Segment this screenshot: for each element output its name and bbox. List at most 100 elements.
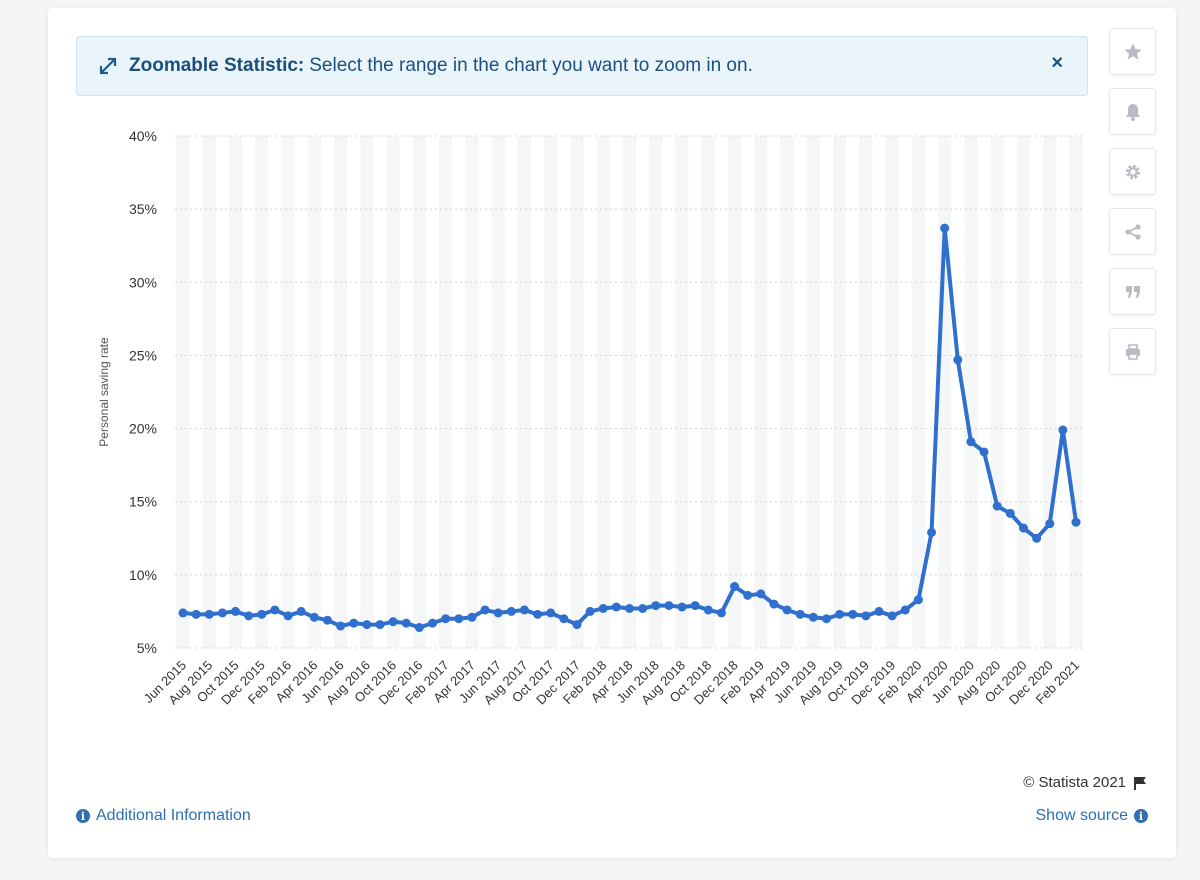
grid-band: [412, 136, 426, 648]
grid-band: [649, 136, 663, 648]
data-point[interactable]: [375, 620, 385, 630]
data-point[interactable]: [533, 609, 543, 619]
data-point[interactable]: [441, 614, 451, 624]
show-source-link[interactable]: Show source i: [1035, 807, 1148, 825]
data-point[interactable]: [1058, 425, 1068, 435]
data-point[interactable]: [769, 599, 779, 609]
data-point[interactable]: [1071, 517, 1081, 527]
data-point[interactable]: [572, 620, 582, 630]
share-icon: [1124, 223, 1141, 240]
data-point[interactable]: [874, 606, 884, 616]
cite-button[interactable]: [1109, 268, 1156, 315]
data-point[interactable]: [808, 612, 818, 622]
data-point[interactable]: [821, 614, 831, 624]
close-banner-button[interactable]: ×: [1051, 52, 1063, 74]
data-point[interactable]: [178, 608, 188, 618]
y-axis-label: Personal saving rate: [97, 337, 111, 447]
data-point[interactable]: [270, 605, 280, 615]
grid-band: [885, 136, 899, 648]
data-point[interactable]: [231, 606, 241, 616]
share-button[interactable]: [1109, 208, 1156, 255]
data-point[interactable]: [953, 355, 963, 365]
grid-band: [360, 136, 374, 648]
data-point[interactable]: [743, 590, 753, 600]
data-point[interactable]: [900, 605, 910, 615]
data-point[interactable]: [217, 608, 227, 618]
data-point[interactable]: [848, 609, 858, 619]
y-tick-label: 25%: [129, 347, 157, 363]
data-point[interactable]: [454, 614, 464, 624]
grid-band: [202, 136, 216, 648]
data-point[interactable]: [992, 501, 1002, 511]
data-point[interactable]: [730, 582, 740, 592]
data-point[interactable]: [388, 617, 398, 627]
data-point[interactable]: [782, 605, 792, 615]
grid-band: [754, 136, 768, 648]
grid-band: [1016, 136, 1031, 648]
data-point[interactable]: [283, 611, 293, 621]
data-point[interactable]: [940, 223, 950, 233]
flag-icon[interactable]: [1132, 775, 1148, 791]
data-point[interactable]: [414, 623, 424, 633]
data-point[interactable]: [244, 611, 254, 621]
print-button[interactable]: [1109, 328, 1156, 375]
data-point[interactable]: [795, 609, 805, 619]
notification-button[interactable]: [1109, 88, 1156, 135]
data-point[interactable]: [756, 589, 766, 599]
data-point[interactable]: [913, 595, 923, 605]
data-point[interactable]: [979, 447, 989, 457]
data-point[interactable]: [927, 527, 937, 537]
data-point[interactable]: [257, 609, 267, 619]
data-point[interactable]: [309, 612, 319, 622]
data-point[interactable]: [677, 602, 687, 612]
data-point[interactable]: [861, 611, 871, 621]
grid-band: [386, 136, 400, 648]
data-point[interactable]: [1045, 519, 1055, 529]
data-point[interactable]: [493, 608, 503, 618]
data-point[interactable]: [1005, 508, 1015, 518]
data-point[interactable]: [296, 606, 306, 616]
gear-icon: [1125, 164, 1140, 179]
data-point[interactable]: [585, 606, 595, 616]
data-point[interactable]: [349, 618, 359, 628]
data-point[interactable]: [428, 618, 438, 628]
additional-info-label: Additional Information: [96, 807, 251, 824]
data-point[interactable]: [966, 437, 976, 447]
data-point[interactable]: [519, 605, 529, 615]
data-point[interactable]: [362, 620, 372, 630]
data-point[interactable]: [204, 609, 214, 619]
data-point[interactable]: [1018, 523, 1028, 533]
data-point[interactable]: [651, 601, 661, 611]
data-point[interactable]: [1032, 533, 1042, 543]
data-point[interactable]: [611, 602, 621, 612]
grid-band: [859, 136, 873, 648]
data-point[interactable]: [598, 604, 608, 614]
data-point[interactable]: [835, 609, 845, 619]
data-point[interactable]: [887, 611, 897, 621]
data-point[interactable]: [322, 615, 332, 625]
data-point[interactable]: [336, 621, 346, 631]
data-point[interactable]: [467, 612, 477, 622]
data-point[interactable]: [625, 604, 634, 614]
favorite-button[interactable]: [1109, 28, 1156, 75]
data-point[interactable]: [401, 618, 411, 628]
show-source-label: Show source: [1035, 807, 1129, 824]
data-point[interactable]: [716, 608, 726, 618]
grid-band: [990, 136, 1004, 648]
data-point[interactable]: [703, 605, 713, 615]
data-point[interactable]: [664, 601, 674, 611]
data-point[interactable]: [638, 604, 648, 614]
y-tick-label: 35%: [129, 201, 157, 217]
data-point[interactable]: [191, 609, 201, 619]
additional-info-link[interactable]: i Additional Information: [76, 807, 251, 825]
data-point[interactable]: [480, 605, 490, 615]
data-point[interactable]: [546, 608, 556, 618]
star-icon: [1123, 43, 1142, 60]
data-point[interactable]: [506, 606, 516, 616]
grid-band: [701, 136, 715, 648]
data-point[interactable]: [690, 601, 700, 611]
settings-button[interactable]: [1109, 148, 1156, 195]
data-point[interactable]: [559, 614, 569, 624]
grid-band: [570, 136, 584, 648]
